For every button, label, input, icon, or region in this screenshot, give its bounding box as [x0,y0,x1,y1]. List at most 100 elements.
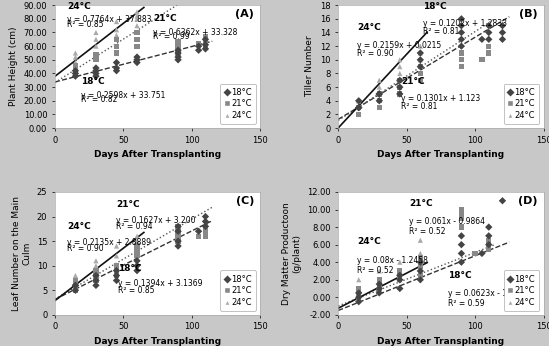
Point [71,71,80,76]
Point [395,268,404,274]
Point [71,283,80,288]
Point [71,283,80,288]
Text: 24°C: 24°C [67,222,91,231]
Point [484,224,493,230]
Point [112,50,121,56]
Text: 18°C: 18°C [447,271,472,280]
Point [375,290,384,296]
Point [354,98,363,103]
Point [71,288,80,293]
Text: 18°C: 18°C [423,2,447,11]
Point [416,50,425,56]
Point [498,23,507,28]
Point [395,273,404,278]
Point [484,30,493,35]
Point [484,237,493,243]
Point [416,277,425,283]
Point [133,243,142,249]
Point [484,233,493,239]
Text: R² = 0.81: R² = 0.81 [401,102,438,111]
Point [457,216,466,221]
Point [375,268,384,274]
Point [354,286,363,291]
Point [395,91,404,97]
Point [71,54,80,60]
Point [478,57,486,63]
Point [375,286,384,291]
Point [457,50,466,56]
Point [457,64,466,70]
Point [112,278,121,283]
Point [173,46,182,52]
Point [354,294,363,300]
Point [92,57,100,63]
Point [71,73,80,79]
Point [173,50,182,56]
Point [375,105,384,110]
Point [457,30,466,35]
Point [92,30,100,35]
Text: y = 0.2135x + 2.8889: y = 0.2135x + 2.8889 [67,238,151,247]
Point [71,68,80,73]
Point [112,273,121,278]
Point [375,91,384,97]
Text: R² = 0.90: R² = 0.90 [67,244,104,253]
Point [201,214,210,219]
Point [416,260,425,265]
Text: (A): (A) [235,9,254,19]
Point [133,9,142,15]
Text: y = 0.08x - 1.2458: y = 0.08x - 1.2458 [357,256,428,265]
Point [71,273,80,278]
Point [498,37,507,42]
Point [416,64,425,70]
Legend: 18°C, 21°C, 24°C: 18°C, 21°C, 24°C [220,84,256,124]
Text: (C): (C) [236,195,254,206]
Point [498,30,507,35]
Point [457,43,466,49]
Point [416,57,425,63]
Text: 21°C: 21°C [401,77,425,86]
Point [484,242,493,247]
Point [416,273,425,278]
Point [194,40,203,46]
Point [395,84,404,90]
Point [457,211,466,217]
Point [71,60,80,65]
Text: y = 0.7764x + 37.883: y = 0.7764x + 37.883 [67,16,152,25]
Point [92,73,100,79]
Point [416,71,425,76]
Point [416,64,425,70]
Point [354,294,363,300]
Text: 21°C: 21°C [410,199,433,208]
Point [354,98,363,103]
Point [133,268,142,273]
Point [354,294,363,300]
Point [92,278,100,283]
Point [354,98,363,103]
Text: y = 0.2159x + 0.0215: y = 0.2159x + 0.0215 [357,41,441,50]
Point [201,234,210,239]
Point [112,19,121,24]
Point [416,255,425,261]
Point [92,258,100,264]
Point [354,105,363,110]
Point [375,281,384,287]
Point [71,288,80,293]
Point [71,63,80,68]
Point [354,105,363,110]
Text: R² = 0.82: R² = 0.82 [81,95,117,104]
Point [478,251,486,256]
Point [71,283,80,288]
Point [133,243,142,249]
Point [173,224,182,229]
Point [457,251,466,256]
Text: R² = 0.94: R² = 0.94 [116,222,153,231]
Point [484,37,493,42]
Text: 18°C: 18°C [118,264,142,273]
Point [133,13,142,19]
Point [112,263,121,268]
Text: y = 0.1301x + 1.123: y = 0.1301x + 1.123 [401,94,480,103]
Point [133,23,142,28]
Point [173,234,182,239]
Point [395,84,404,90]
